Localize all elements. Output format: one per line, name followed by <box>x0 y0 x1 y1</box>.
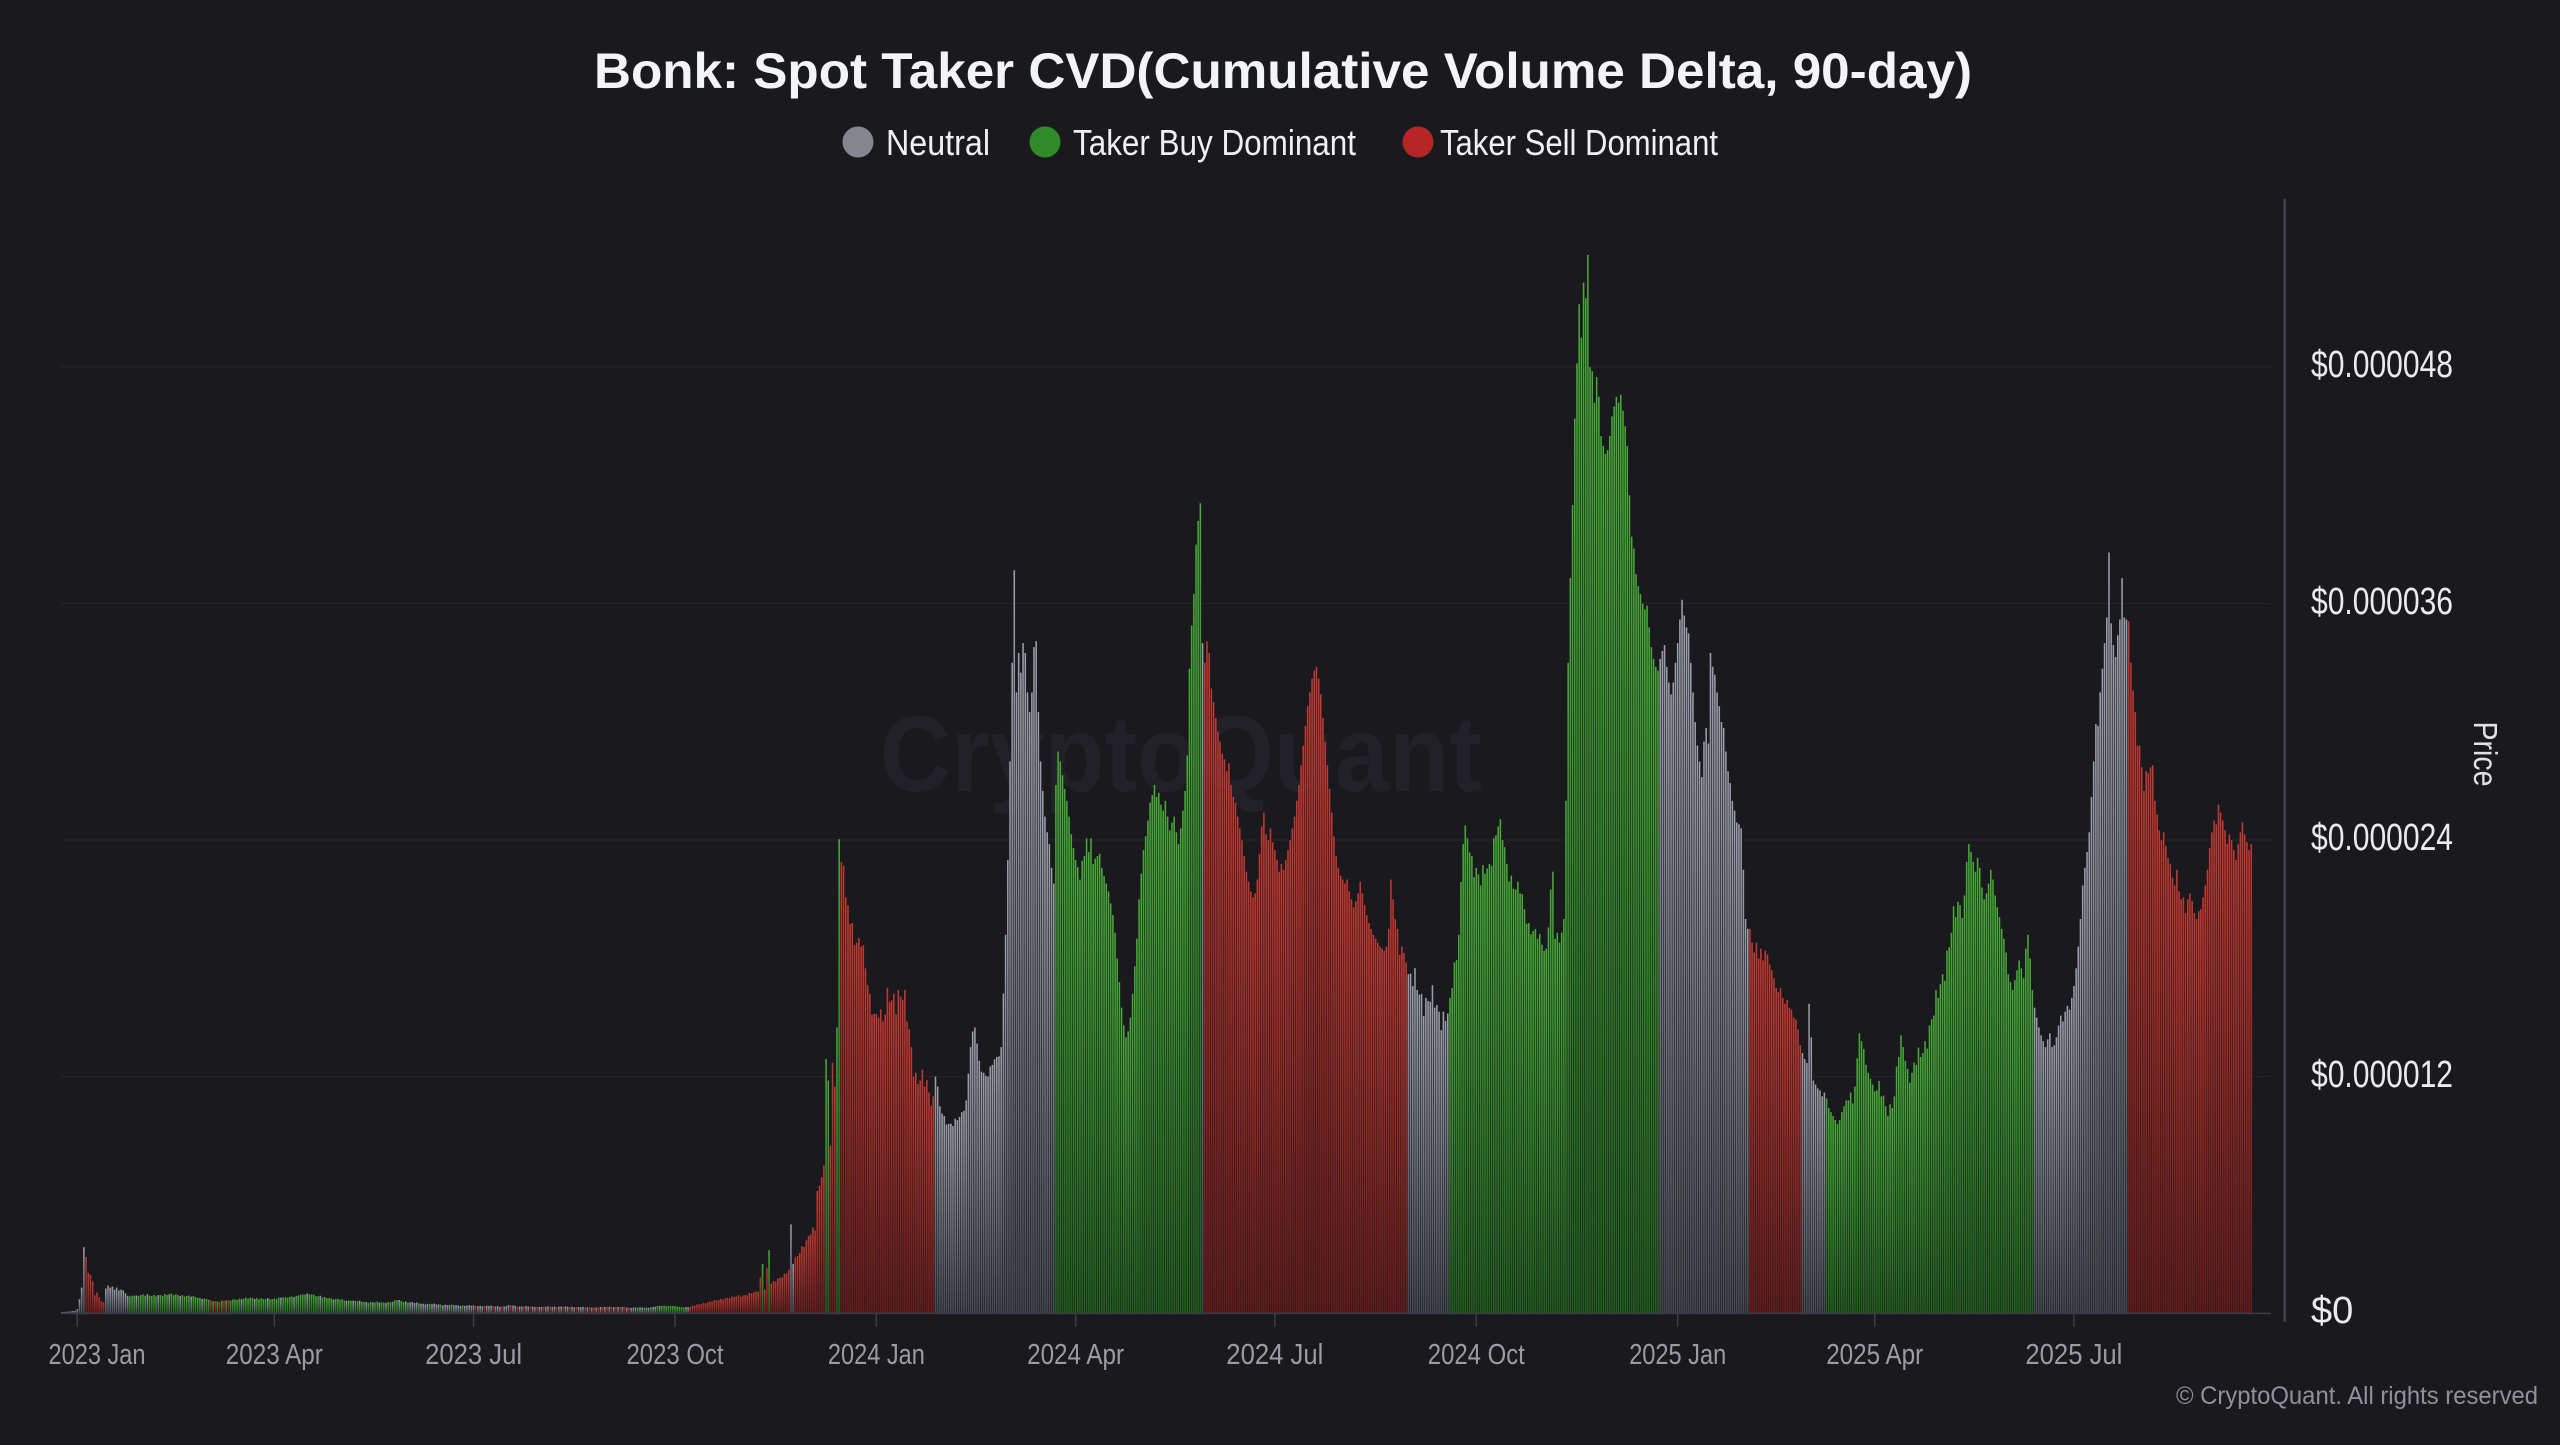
svg-text:2024 Oct: 2024 Oct <box>1428 1339 1525 1371</box>
svg-text:2025 Jan: 2025 Jan <box>1629 1339 1726 1371</box>
svg-text:CryptoQuant: CryptoQuant <box>880 693 1482 814</box>
svg-text:2023 Apr: 2023 Apr <box>226 1339 323 1371</box>
svg-text:$0.000012: $0.000012 <box>2311 1054 2453 1096</box>
svg-text:2025 Jul: 2025 Jul <box>2025 1339 2122 1371</box>
svg-text:Neutral: Neutral <box>886 122 990 163</box>
svg-text:$0.000048: $0.000048 <box>2311 344 2453 386</box>
svg-text:2023 Jul: 2023 Jul <box>425 1339 522 1371</box>
svg-text:Bonk: Spot Taker CVD(Cumulativ: Bonk: Spot Taker CVD(Cumulative Volume D… <box>594 43 1972 99</box>
svg-text:2023 Jan: 2023 Jan <box>49 1339 146 1371</box>
svg-text:2023 Oct: 2023 Oct <box>627 1339 724 1371</box>
svg-text:© CryptoQuant. All rights rese: © CryptoQuant. All rights reserved <box>2176 1382 2538 1410</box>
svg-text:2024 Jul: 2024 Jul <box>1226 1339 1323 1371</box>
svg-text:2024 Jan: 2024 Jan <box>828 1339 925 1371</box>
svg-text:Taker Sell Dominant: Taker Sell Dominant <box>1440 122 1718 163</box>
svg-text:2024 Apr: 2024 Apr <box>1027 1339 1124 1371</box>
svg-text:2025 Apr: 2025 Apr <box>1826 1339 1923 1371</box>
svg-text:Price: Price <box>2467 722 2504 787</box>
svg-text:$0.000024: $0.000024 <box>2311 817 2453 859</box>
svg-text:$0.000036: $0.000036 <box>2311 581 2453 623</box>
svg-text:$0: $0 <box>2311 1290 2353 1332</box>
svg-text:Taker Buy Dominant: Taker Buy Dominant <box>1073 122 1356 163</box>
